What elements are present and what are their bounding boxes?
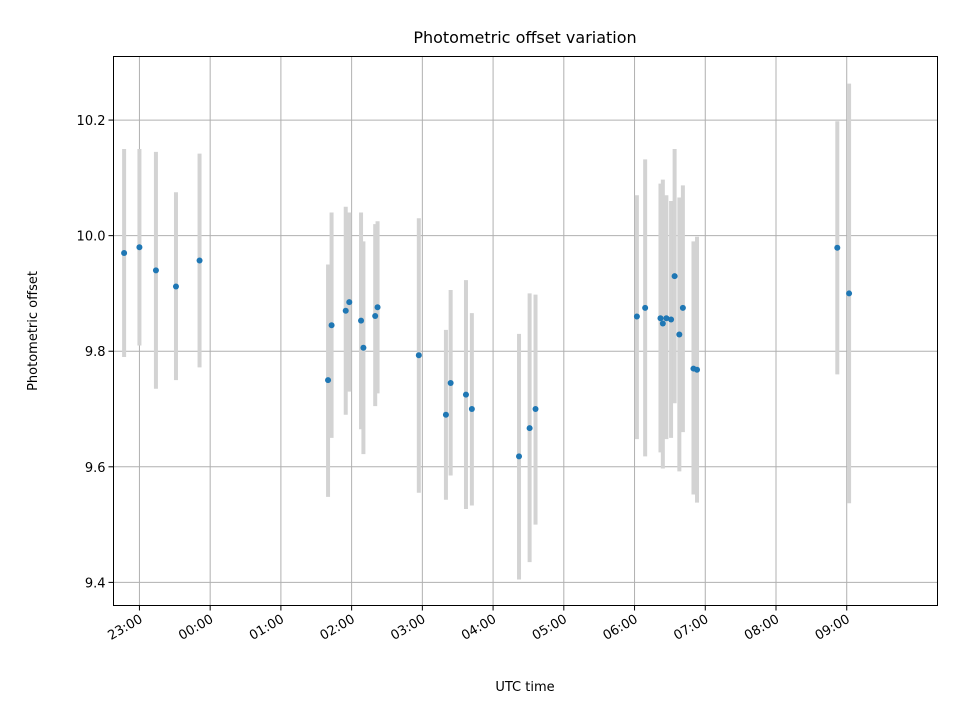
data-point xyxy=(374,304,381,311)
axes-frame xyxy=(113,56,938,606)
data-point xyxy=(526,425,533,432)
data-point xyxy=(671,273,678,280)
data-point xyxy=(679,304,686,311)
y-tick-label: 10.2 xyxy=(77,114,106,129)
data-point xyxy=(659,320,666,327)
data-point xyxy=(152,267,159,274)
data-point xyxy=(372,312,379,319)
data-point xyxy=(676,331,683,338)
data-point xyxy=(642,304,649,311)
data-point xyxy=(532,406,539,413)
y-tick-label: 9.6 xyxy=(85,461,106,476)
data-point xyxy=(657,315,664,322)
y-tick-label: 10.0 xyxy=(77,230,106,245)
data-point xyxy=(196,257,203,264)
chart-title: Photometric offset variation xyxy=(413,28,636,47)
data-point xyxy=(328,322,335,329)
data-point xyxy=(468,406,475,413)
data-point xyxy=(516,453,523,460)
data-point xyxy=(136,244,143,251)
data-point xyxy=(668,316,675,323)
data-point xyxy=(346,299,353,306)
data-point xyxy=(360,344,367,351)
data-point xyxy=(358,317,365,324)
y-axis-label: Photometric offset xyxy=(26,271,41,391)
data-point xyxy=(415,352,422,359)
data-point xyxy=(172,283,179,290)
data-point xyxy=(633,313,640,320)
data-point xyxy=(462,391,469,398)
data-point xyxy=(447,380,454,387)
data-point xyxy=(121,249,128,256)
y-tick-label: 9.8 xyxy=(85,345,106,360)
data-point xyxy=(834,244,841,251)
y-tick-label: 9.4 xyxy=(85,576,106,591)
data-point xyxy=(663,315,670,322)
data-point xyxy=(442,411,449,418)
data-points xyxy=(121,244,853,460)
data-point xyxy=(694,366,701,373)
data-point xyxy=(846,290,853,297)
data-point xyxy=(325,377,332,384)
grid xyxy=(113,56,938,606)
data-point xyxy=(342,307,349,314)
x-axis-label: UTC time xyxy=(495,680,554,695)
